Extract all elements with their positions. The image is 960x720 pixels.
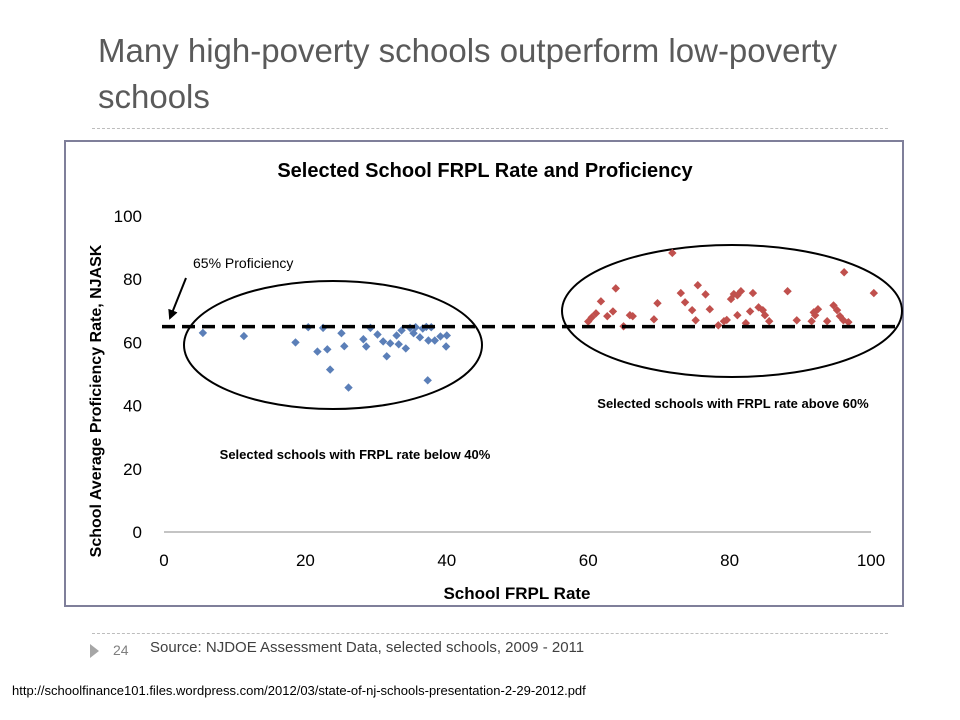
- high-frpl-point: [701, 290, 710, 299]
- high-frpl-point: [705, 305, 715, 314]
- y-tick-label: 80: [123, 270, 142, 289]
- low-frpl-point: [386, 339, 395, 348]
- low-frpl-point: [291, 338, 300, 347]
- high-frpl-point: [839, 268, 849, 277]
- high-frpl-point: [611, 284, 620, 293]
- title-divider: [92, 128, 888, 129]
- high-frpl-point: [687, 305, 697, 315]
- y-tick-label: 0: [133, 523, 142, 542]
- high-frpl-point: [596, 297, 606, 306]
- low-frpl-point: [344, 383, 353, 392]
- low-frpl-point: [394, 340, 403, 349]
- high-frpl-point: [760, 311, 770, 320]
- high-frpl-point: [844, 317, 853, 327]
- high-frpl-point: [608, 307, 618, 316]
- x-tick-label: 20: [296, 551, 315, 570]
- high-frpl-point: [733, 291, 742, 300]
- low-frpl-point: [436, 332, 445, 341]
- x-tick-label: 0: [159, 551, 168, 570]
- high-frpl-point: [584, 317, 593, 326]
- high-frpl-point: [653, 299, 662, 308]
- chart-frame: [64, 140, 904, 607]
- high-frpl-point: [722, 315, 731, 325]
- low-frpl-point: [337, 329, 346, 338]
- high-frpl-point: [792, 316, 801, 325]
- high-frpl-point: [810, 311, 820, 320]
- low-group-annotation: Selected schools with FRPL rate below 40…: [220, 447, 491, 462]
- slide-title: Many high-poverty schools outperform low…: [98, 32, 838, 115]
- high-frpl-point: [649, 315, 659, 324]
- low-frpl-point: [415, 333, 425, 342]
- high-frpl-point: [869, 288, 879, 298]
- high-frpl-point: [714, 321, 723, 330]
- low-frpl-point: [441, 342, 451, 351]
- y-tick-label: 60: [123, 333, 142, 352]
- low-frpl-point: [239, 331, 249, 341]
- source-note: Source: NJDOE Assessment Data, selected …: [150, 639, 585, 656]
- high-frpl-point: [733, 311, 742, 320]
- slide-number: 24: [113, 642, 129, 658]
- high-frpl-point: [729, 289, 739, 299]
- low-frpl-point: [373, 330, 382, 339]
- low-group-ellipse: [183, 280, 483, 410]
- high-frpl-point: [748, 288, 758, 298]
- bullet-arrow-icon: [90, 644, 99, 658]
- low-frpl-point: [340, 341, 349, 351]
- x-tick-label: 80: [720, 551, 739, 570]
- high-frpl-point: [676, 288, 686, 298]
- low-frpl-point: [359, 335, 368, 344]
- y-axis-label: School Average Proficiency Rate, NJASK: [88, 244, 105, 557]
- high-frpl-point: [680, 298, 690, 307]
- high-frpl-point: [745, 307, 755, 316]
- high-frpl-point: [726, 294, 736, 304]
- high-frpl-point: [829, 301, 838, 310]
- high-frpl-point: [754, 303, 763, 312]
- high-frpl-point: [822, 317, 832, 326]
- low-frpl-point: [382, 352, 391, 361]
- low-frpl-point: [423, 376, 432, 385]
- x-tick-label: 100: [857, 551, 885, 570]
- y-tick-label: 100: [114, 207, 142, 226]
- high-frpl-point: [603, 311, 612, 321]
- high-frpl-point: [809, 308, 818, 317]
- proficiency-arrow: [168, 277, 187, 320]
- y-tick-label: 20: [123, 460, 142, 479]
- high-frpl-point: [813, 305, 823, 314]
- high-group-annotation: Selected schools with FRPL rate above 60…: [597, 396, 869, 411]
- reference-line-label: 65% Proficiency: [193, 255, 293, 271]
- high-frpl-point: [736, 287, 746, 296]
- y-tick-label: 40: [123, 397, 142, 416]
- footer-divider: [92, 633, 888, 634]
- low-frpl-point: [430, 336, 439, 345]
- high-frpl-point: [764, 317, 774, 326]
- high-frpl-point: [807, 317, 816, 326]
- low-frpl-point: [362, 342, 371, 351]
- low-frpl-point: [198, 328, 208, 338]
- low-frpl-point: [323, 345, 332, 354]
- high-frpl-point: [832, 305, 842, 315]
- high-frpl-point: [591, 309, 601, 318]
- x-tick-label: 60: [579, 551, 598, 570]
- high-frpl-point: [693, 281, 702, 290]
- low-frpl-point: [313, 347, 322, 356]
- high-frpl-point: [628, 311, 637, 321]
- low-frpl-point: [401, 344, 410, 353]
- high-group-ellipse: [561, 244, 903, 378]
- x-axis-label: School FRPL Rate: [443, 584, 590, 603]
- low-frpl-point: [392, 331, 401, 340]
- chart-title: Selected School FRPL Rate and Proficienc…: [277, 160, 693, 182]
- high-frpl-point: [668, 248, 677, 258]
- low-frpl-point: [424, 336, 433, 345]
- low-frpl-point: [378, 337, 388, 346]
- source-url: http://schoolfinance101.files.wordpress.…: [12, 683, 586, 698]
- high-frpl-point: [783, 287, 792, 296]
- x-tick-label: 40: [437, 551, 456, 570]
- low-frpl-point: [442, 331, 451, 340]
- high-frpl-point: [691, 316, 700, 325]
- high-frpl-point: [758, 305, 768, 315]
- low-frpl-point: [325, 365, 335, 374]
